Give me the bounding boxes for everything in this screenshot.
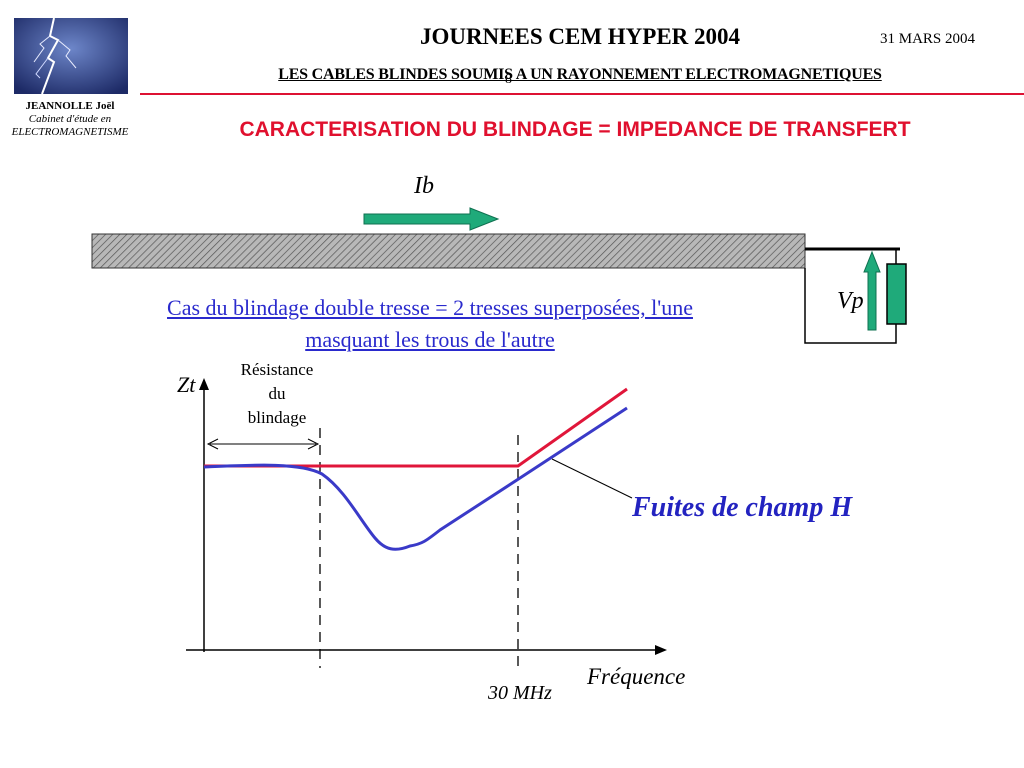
- resistance-label: Résistance du blindage: [222, 358, 332, 430]
- x-axis-arrowhead: [655, 645, 667, 655]
- resistance-label-line-2: du: [268, 384, 286, 403]
- current-label: Ib: [414, 173, 434, 199]
- resistance-label-line-1: Résistance: [240, 360, 314, 379]
- note-line-1: Cas du blindage double tresse = 2 tresse…: [167, 295, 693, 320]
- header-divider: [140, 93, 1024, 95]
- cable-shield: [91, 233, 806, 269]
- voltage-arrow: [863, 250, 881, 331]
- field-leakage-annotation: Fuites de champ H: [632, 492, 853, 523]
- slide-subtitle: LES CABLES BLINDES SOUMIS A UN RAYONNEME…: [278, 66, 882, 83]
- author-block: JEANNOLLE Joël Cabinet d'étude en ELECTR…: [0, 100, 140, 139]
- current-arrow: [363, 207, 500, 231]
- section-heading: CARACTERISATION DU BLINDAGE = IMPEDANCE …: [239, 118, 911, 141]
- double-braid-note: Cas du blindage double tresse = 2 tresse…: [80, 292, 780, 356]
- load-resistor: [886, 263, 907, 325]
- logo-lightning: [14, 18, 128, 94]
- slide-title: JOURNEES CEM HYPER 2004: [419, 24, 741, 49]
- page-number: 8: [505, 72, 512, 87]
- author-line-2: Cabinet d'étude en: [28, 113, 112, 125]
- slide-date: 31 MARS 2004: [880, 31, 976, 47]
- author-name: JEANNOLLE Joël: [25, 100, 115, 112]
- curve-single-braid: [204, 387, 628, 468]
- author-line-3: ELECTROMAGNETISME: [11, 126, 129, 138]
- annotation-pointer: [551, 458, 633, 499]
- y-axis-arrowhead: [199, 378, 209, 390]
- note-line-2: masquant les trous de l'autre: [305, 327, 555, 352]
- resistance-label-line-3: blindage: [247, 408, 307, 427]
- frequency-marker-label: 30 MHz: [488, 682, 552, 704]
- y-axis-label: Zt: [177, 372, 196, 397]
- resistance-arrow-left: [206, 438, 219, 450]
- curve-double-braid: [203, 406, 628, 551]
- return-loop: [804, 268, 897, 344]
- lightning-icon: [14, 18, 128, 94]
- voltage-label: Vp: [837, 288, 864, 314]
- resistance-arrow-right: [307, 438, 320, 450]
- x-axis-label: Fréquence: [587, 664, 686, 689]
